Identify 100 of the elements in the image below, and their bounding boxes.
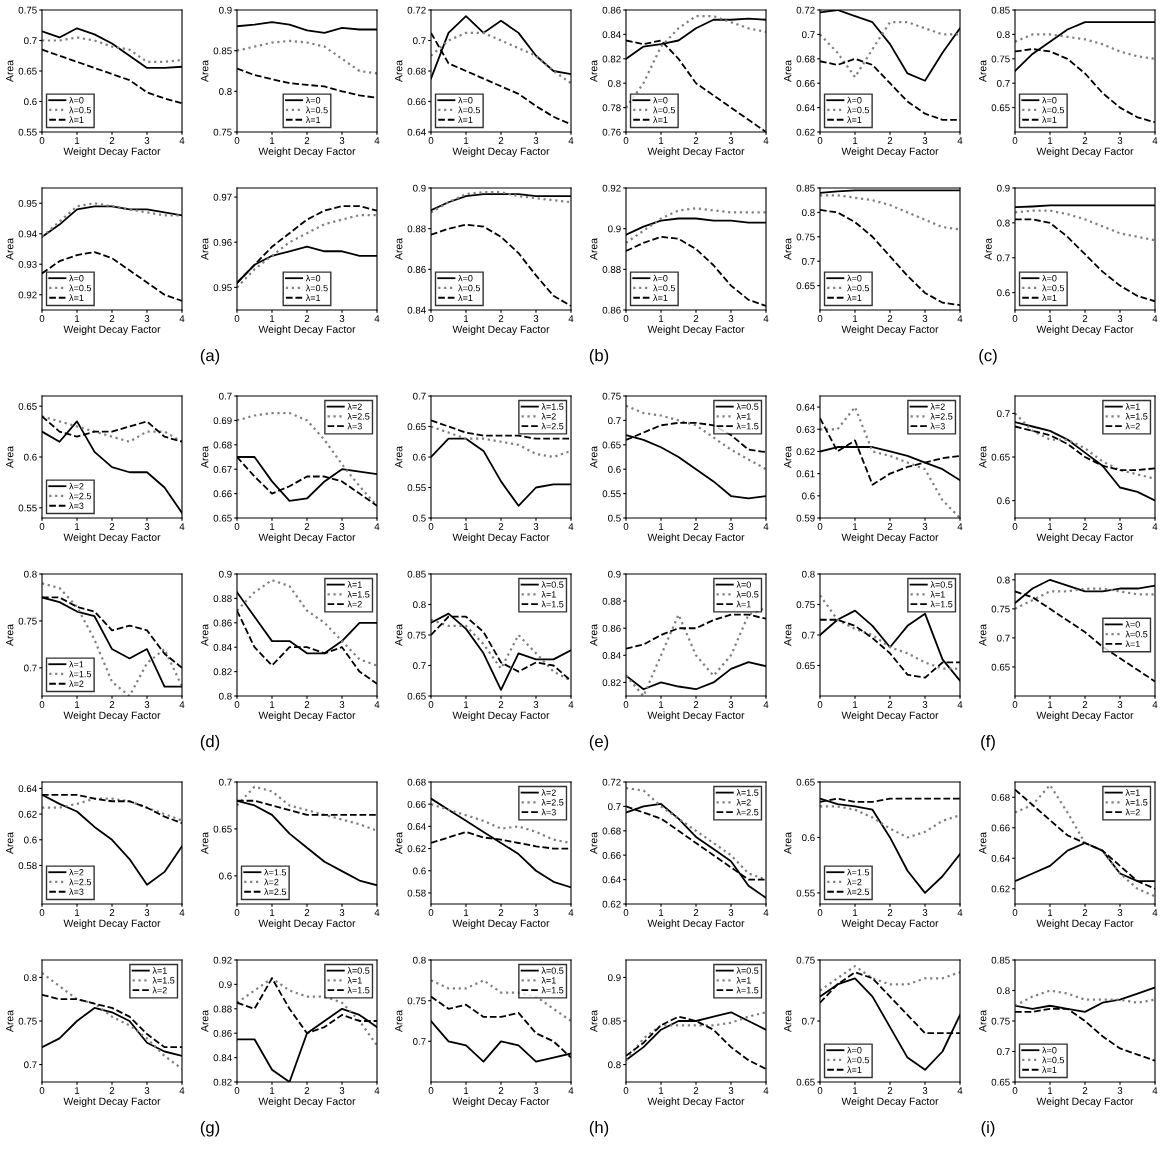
legend-label: λ=1 — [305, 116, 321, 123]
x-tick-label: 4 — [568, 701, 574, 708]
y-tick-label: 0.9 — [608, 225, 621, 233]
y-tick-label: 0.95 — [18, 199, 37, 207]
legend-label: λ=0 — [847, 1046, 862, 1054]
x-tick-label: 2 — [887, 315, 893, 322]
x-tick-label: 1 — [659, 523, 664, 530]
y-tick-label: 0.61 — [796, 470, 815, 478]
legend-label: λ=2 — [930, 403, 945, 410]
y-tick-label: 0.85 — [991, 956, 1010, 964]
y-tick-label: 0.62 — [796, 128, 815, 136]
legend-label: λ=1 — [736, 600, 751, 608]
y-tick-label: 0.6 — [413, 453, 426, 461]
y-tick-label: 0.65 — [796, 778, 815, 786]
legend-label: λ=1 — [69, 116, 84, 123]
legend-label: λ=1.5 — [152, 976, 175, 984]
y-tick-label: 0.65 — [18, 402, 37, 410]
x-axis-title: Weight Decay Factor — [647, 1097, 745, 1108]
y-axis-title: Area — [979, 624, 987, 646]
x-tick-label: 2 — [693, 137, 699, 144]
y-tick-label: 0.55 — [407, 484, 426, 492]
x-tick-label: 4 — [957, 523, 963, 530]
x-tick-label: 3 — [922, 909, 928, 916]
legend-label: λ=1 — [347, 581, 362, 588]
x-tick-label: 3 — [144, 909, 150, 916]
x-tick-label: 1 — [464, 315, 469, 322]
x-axis-title: Weight Decay Factor — [841, 919, 939, 930]
x-tick-label: 1 — [270, 701, 275, 708]
y-tick-label: 0.7 — [802, 31, 815, 39]
x-tick-label: 0 — [817, 137, 823, 144]
line-series — [626, 786, 766, 881]
x-tick-label: 0 — [1012, 315, 1018, 322]
x-tick-label: 1 — [75, 701, 80, 708]
y-axis-title: Area — [784, 1010, 792, 1032]
y-tick-label: 0.92 — [213, 956, 232, 964]
y-tick-label: 0.84 — [213, 1054, 232, 1062]
x-tick-label: 2 — [498, 909, 504, 916]
x-tick-label: 2 — [693, 701, 699, 708]
x-tick-label: 2 — [304, 1087, 310, 1094]
y-tick-label: 0.65 — [796, 282, 815, 290]
y-tick-label: 0.86 — [407, 266, 426, 273]
x-tick-label: 0 — [623, 315, 629, 322]
x-tick-label: 0 — [234, 137, 240, 144]
legend-label: λ=1 — [847, 1066, 862, 1073]
y-tick-label: 0.65 — [991, 453, 1010, 461]
legend-label: λ=2 — [347, 403, 362, 410]
x-tick-label: 4 — [568, 1087, 574, 1094]
legend-label: λ=1 — [736, 412, 751, 420]
x-tick-label: 4 — [374, 315, 380, 322]
y-tick-label: 0.7 — [24, 37, 37, 45]
x-tick-label: 3 — [339, 1087, 345, 1094]
x-tick-label: 4 — [763, 909, 769, 916]
y-tick-label: 0.8 — [219, 88, 232, 95]
y-axis-title: Area — [201, 624, 209, 646]
x-axis-title: Weight Decay Factor — [452, 919, 550, 930]
y-tick-label: 0.7 — [997, 410, 1010, 418]
line-series — [237, 785, 377, 832]
y-tick-label: 0.82 — [213, 668, 232, 676]
x-tick-label: 2 — [1082, 701, 1088, 708]
x-tick-label: 3 — [922, 523, 928, 530]
x-tick-label: 4 — [179, 523, 185, 530]
legend-label: λ=1 — [847, 294, 862, 301]
y-tick-label: 0.76 — [602, 128, 621, 136]
legend-label: λ=0.5 — [847, 106, 870, 114]
x-axis-title: Weight Decay Factor — [63, 919, 161, 930]
line-series — [42, 36, 182, 63]
y-tick-label: 0.6 — [219, 872, 232, 880]
legend-label: λ=1 — [1125, 640, 1140, 648]
legend-label: λ=0.5 — [1042, 284, 1065, 292]
y-axis-title: Area — [395, 1010, 403, 1032]
x-tick-label: 0 — [623, 909, 629, 916]
x-tick-label: 3 — [339, 137, 345, 144]
legend-label: λ=0 — [653, 96, 668, 104]
text: (g) — [200, 1121, 220, 1137]
line-series — [1015, 587, 1155, 610]
x-tick-label: 3 — [1117, 1087, 1123, 1094]
x-tick-label: 2 — [1082, 137, 1088, 144]
y-tick-label: 0.8 — [608, 1061, 621, 1069]
legend-label: λ=2 — [541, 789, 556, 796]
legend-label: λ=1.5 — [736, 986, 759, 994]
y-tick-label: 0.85 — [407, 570, 426, 578]
legend-label: λ=1 — [1125, 789, 1140, 796]
legend-label: λ=1 — [930, 590, 945, 598]
x-tick-label: 0 — [623, 137, 629, 144]
legend-label: λ=0.5 — [736, 967, 759, 974]
y-tick-label: 0.55 — [18, 128, 37, 136]
legend-label: λ=0.5 — [305, 106, 328, 114]
y-tick-label: 0.6 — [24, 98, 37, 106]
y-tick-label: 0.66 — [796, 79, 815, 87]
y-tick-label: 0.75 — [991, 55, 1010, 63]
y-tick-label: 0.8 — [997, 31, 1010, 39]
x-tick-label: 0 — [1012, 1087, 1018, 1094]
x-axis-title: Weight Decay Factor — [63, 325, 161, 336]
x-axis-title: Weight Decay Factor — [841, 325, 939, 336]
line-series — [820, 21, 960, 79]
x-tick-label: 0 — [234, 1087, 240, 1094]
y-tick-label: 0.7 — [219, 778, 232, 786]
x-tick-label: 3 — [144, 315, 150, 322]
x-tick-label: 1 — [75, 523, 80, 530]
x-tick-label: 1 — [464, 137, 469, 144]
